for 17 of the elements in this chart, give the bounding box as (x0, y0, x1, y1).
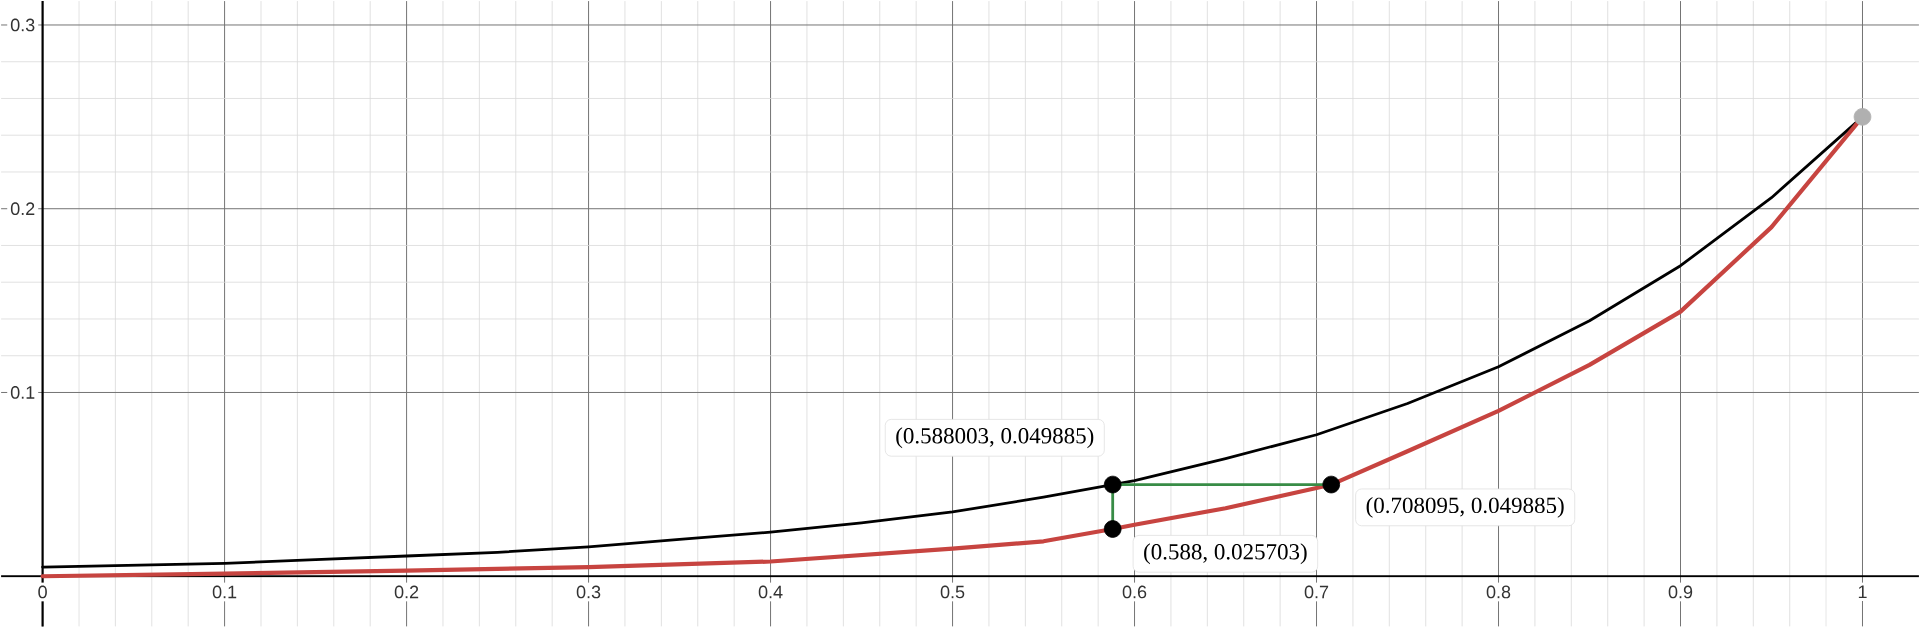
y-tick-label: 0.1 (10, 385, 35, 399)
x-tick-label: 0.9 (1668, 585, 1693, 599)
x-tick-label: 0.1 (212, 585, 237, 599)
x-tick-label: 1 (1858, 585, 1867, 598)
x-tick-label: 0.7 (1304, 585, 1329, 599)
x-tick-label: 0 (38, 585, 47, 599)
x-tick-label: 0.6 (1122, 585, 1147, 599)
y-tick-label: 0.2 (10, 202, 35, 215)
x-tick-label: 0.2 (394, 585, 419, 599)
x-tick-label: 0.4 (758, 585, 783, 599)
y-tick-label: 0.3 (10, 18, 35, 32)
annotation: (0.588, 0.025703) (1144, 543, 1307, 564)
x-tick-label: 0.3 (576, 585, 601, 599)
x-tick-label: 0.8 (1486, 585, 1511, 599)
x-tick-label: 0.5 (940, 585, 965, 599)
annotation: (0.588003, 0.049885) (896, 427, 1094, 448)
annotation: (0.708095, 0.049885) (1366, 496, 1564, 518)
